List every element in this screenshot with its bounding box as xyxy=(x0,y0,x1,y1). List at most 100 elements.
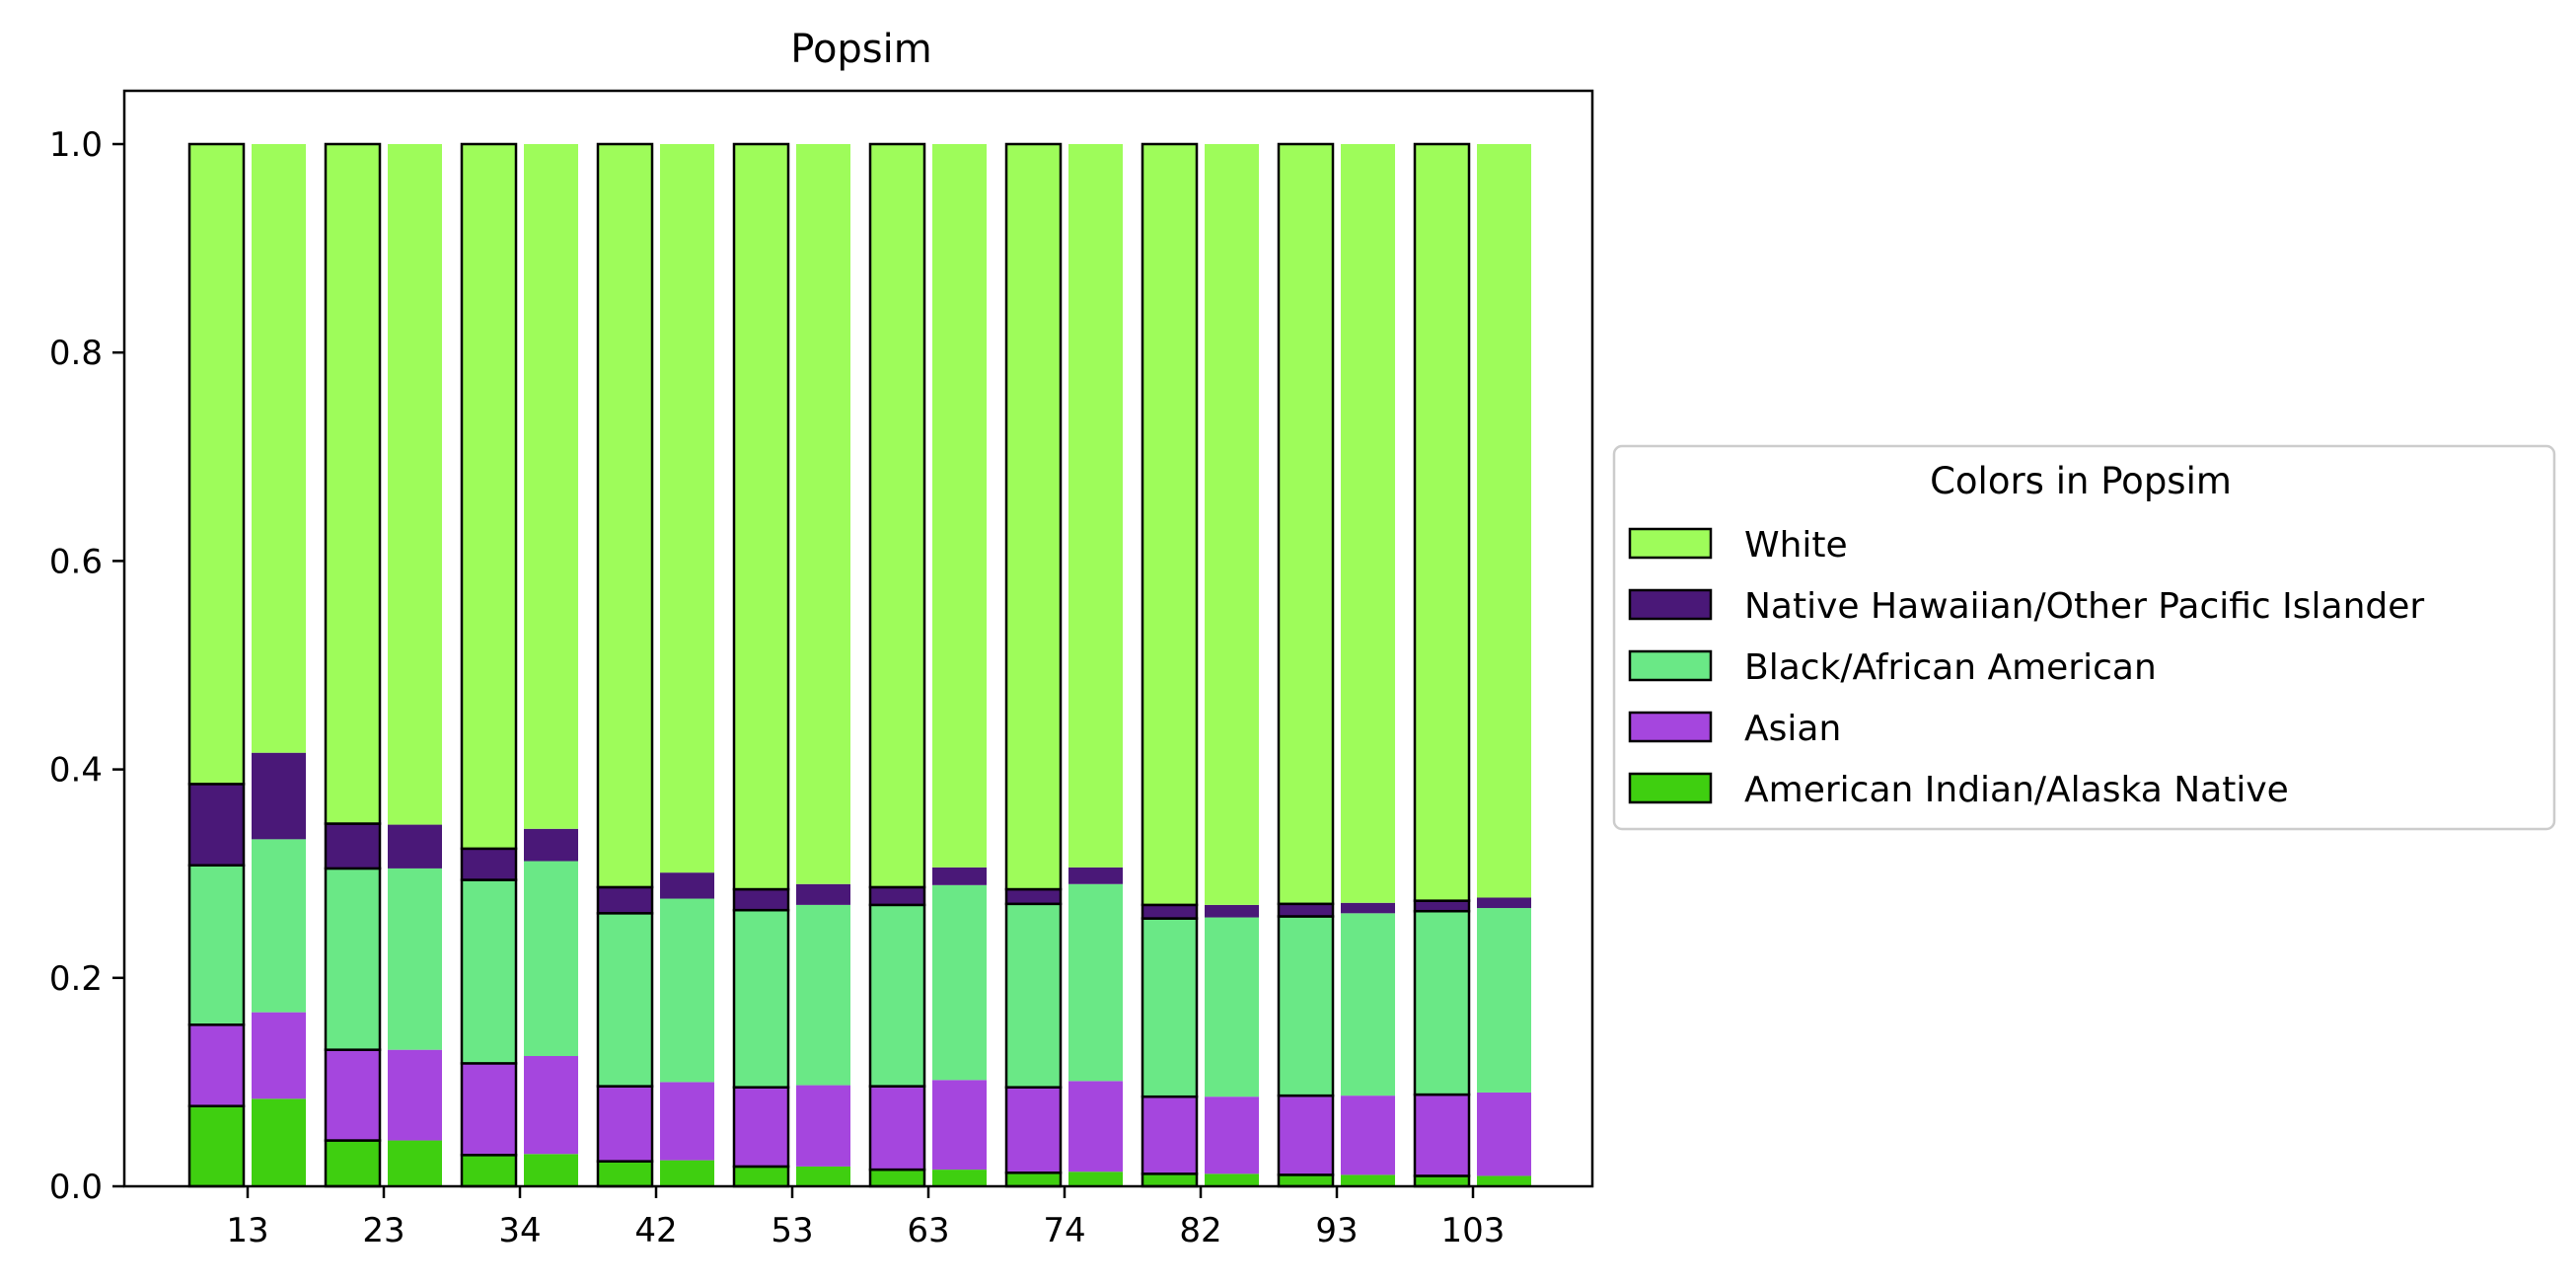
bar-segment-34-b-1 xyxy=(524,1056,578,1155)
bar-segment-34-a-0 xyxy=(460,1154,518,1188)
bar-segment-82-a-1 xyxy=(1141,1095,1199,1175)
legend-label-0: White xyxy=(1744,525,1848,566)
bar-segment-23-a-4 xyxy=(324,142,382,825)
bar-segment-74-b-2 xyxy=(1068,883,1123,1082)
bar-group-53 xyxy=(732,142,850,1188)
bar-segment-42-a-1 xyxy=(596,1085,654,1163)
bar-segment-74-a-3 xyxy=(1004,887,1063,906)
bar-segment-42-a-3 xyxy=(596,885,654,915)
y-tick-label-3: 0.6 xyxy=(49,542,103,581)
bar-segment-74-b-4 xyxy=(1068,144,1123,868)
bar-segment-63-a-1 xyxy=(868,1085,926,1172)
bar-segment-103-a-0 xyxy=(1413,1174,1471,1188)
x-tick-label-103: 103 xyxy=(1441,1211,1506,1250)
legend-frame xyxy=(1612,444,2556,831)
bar-segment-74-a-4 xyxy=(1004,142,1063,891)
bar-segment-34-a-3 xyxy=(460,847,518,881)
bar-segment-74-b-3 xyxy=(1068,867,1123,884)
bar-segment-42-b-4 xyxy=(660,144,714,873)
bar-segment-82-a-2 xyxy=(1141,917,1199,1098)
bar-segment-23-a-0 xyxy=(324,1139,382,1188)
x-tick-label-34: 34 xyxy=(498,1211,541,1250)
bar-segment-53-b-4 xyxy=(796,144,850,884)
y-tick-label-0: 0.0 xyxy=(49,1168,103,1207)
bar-segment-13-b-4 xyxy=(252,144,306,753)
bar-segment-63-b-1 xyxy=(932,1080,987,1171)
bar-segment-42-a-0 xyxy=(596,1160,654,1188)
bar-group-63 xyxy=(868,142,987,1188)
bar-segment-13-a-4 xyxy=(187,142,246,786)
bar-segment-34-b-3 xyxy=(524,828,578,862)
bar-segment-103-b-0 xyxy=(1477,1175,1531,1186)
x-tick-label-42: 42 xyxy=(634,1211,677,1250)
x-tick-label-23: 23 xyxy=(362,1211,405,1250)
bar-segment-82-a-0 xyxy=(1141,1172,1199,1188)
legend-swatch-1 xyxy=(1628,588,1713,621)
bar-segment-74-b-0 xyxy=(1068,1172,1123,1186)
bar-segment-13-a-1 xyxy=(187,1023,246,1107)
bar-segment-63-a-2 xyxy=(868,903,926,1088)
bar-segment-103-b-3 xyxy=(1477,897,1531,909)
bar-segment-103-b-1 xyxy=(1477,1092,1531,1176)
y-tick-label-1: 0.2 xyxy=(49,959,103,999)
legend: Colors in Popsim White Native Hawaiian/Ot… xyxy=(1612,444,2556,831)
bar-segment-42-b-2 xyxy=(660,898,714,1083)
bar-segment-93-a-3 xyxy=(1277,902,1335,918)
bar-segment-63-b-3 xyxy=(932,867,987,885)
x-tick-label-93: 93 xyxy=(1315,1211,1358,1250)
bar-segment-103-a-4 xyxy=(1413,142,1471,902)
bar-group-34 xyxy=(460,142,578,1188)
bar-segment-53-a-3 xyxy=(732,887,790,912)
bar-segment-34-b-0 xyxy=(524,1154,578,1186)
y-tick-label-2: 0.4 xyxy=(49,751,103,791)
bar-segment-82-b-2 xyxy=(1205,917,1259,1097)
legend-label-3: Asian xyxy=(1744,709,1841,749)
bar-segment-53-a-2 xyxy=(732,908,790,1089)
bar-segment-42-b-1 xyxy=(660,1082,714,1161)
bar-segment-23-a-1 xyxy=(324,1048,382,1142)
bar-segment-93-b-4 xyxy=(1341,144,1395,903)
bar-segment-93-a-1 xyxy=(1277,1094,1335,1176)
bar-segment-82-b-1 xyxy=(1205,1096,1259,1174)
bar-segment-34-a-4 xyxy=(460,142,518,851)
y-tick-label-5: 1.0 xyxy=(49,125,103,165)
bar-segment-93-b-1 xyxy=(1341,1096,1395,1175)
bar-segment-103-b-4 xyxy=(1477,144,1531,898)
bar-segment-23-b-3 xyxy=(388,824,442,869)
x-tick-label-74: 74 xyxy=(1043,1211,1085,1250)
bar-segment-63-b-0 xyxy=(932,1170,987,1186)
bar-group-13 xyxy=(187,142,306,1188)
bar-segment-82-b-4 xyxy=(1205,144,1259,905)
legend-items: White Native Hawaiian/Other Pacific Islan… xyxy=(1628,525,2424,810)
bar-segment-53-b-1 xyxy=(796,1085,850,1167)
bar-segment-42-b-3 xyxy=(660,872,714,899)
bar-segment-74-a-2 xyxy=(1004,902,1063,1089)
bar-segment-63-a-3 xyxy=(868,885,926,907)
bar-group-82 xyxy=(1141,142,1259,1188)
legend-label-2: Black/African American xyxy=(1744,647,2157,688)
y-axis: 0.0 0.2 0.4 0.6 0.8 1.0 xyxy=(49,125,124,1207)
bar-segment-63-b-4 xyxy=(932,144,987,868)
bar-segment-23-b-4 xyxy=(388,144,442,825)
bar-segment-42-a-4 xyxy=(596,142,654,889)
bar-segment-23-b-2 xyxy=(388,868,442,1050)
bar-segment-63-b-2 xyxy=(932,884,987,1081)
bar-segment-103-a-3 xyxy=(1413,899,1471,913)
bar-segment-82-a-3 xyxy=(1141,903,1199,920)
bar-segment-13-b-0 xyxy=(252,1098,306,1186)
bar-segment-42-b-0 xyxy=(660,1160,714,1186)
bar-segment-13-a-2 xyxy=(187,864,246,1026)
legend-swatch-4 xyxy=(1628,772,1713,804)
bar-segment-103-a-1 xyxy=(1413,1093,1471,1177)
bar-segment-74-b-1 xyxy=(1068,1081,1123,1172)
bar-segment-93-a-2 xyxy=(1277,915,1335,1097)
legend-label-4: American Indian/Alaska Native xyxy=(1744,770,2289,810)
bar-segment-82-a-4 xyxy=(1141,142,1199,907)
bar-segment-63-a-4 xyxy=(868,142,926,889)
bar-segment-53-a-1 xyxy=(732,1086,790,1169)
bar-group-42 xyxy=(596,142,714,1188)
bar-segment-93-b-2 xyxy=(1341,913,1395,1096)
bar-segment-53-a-4 xyxy=(732,142,790,891)
bar-group-23 xyxy=(324,142,442,1188)
